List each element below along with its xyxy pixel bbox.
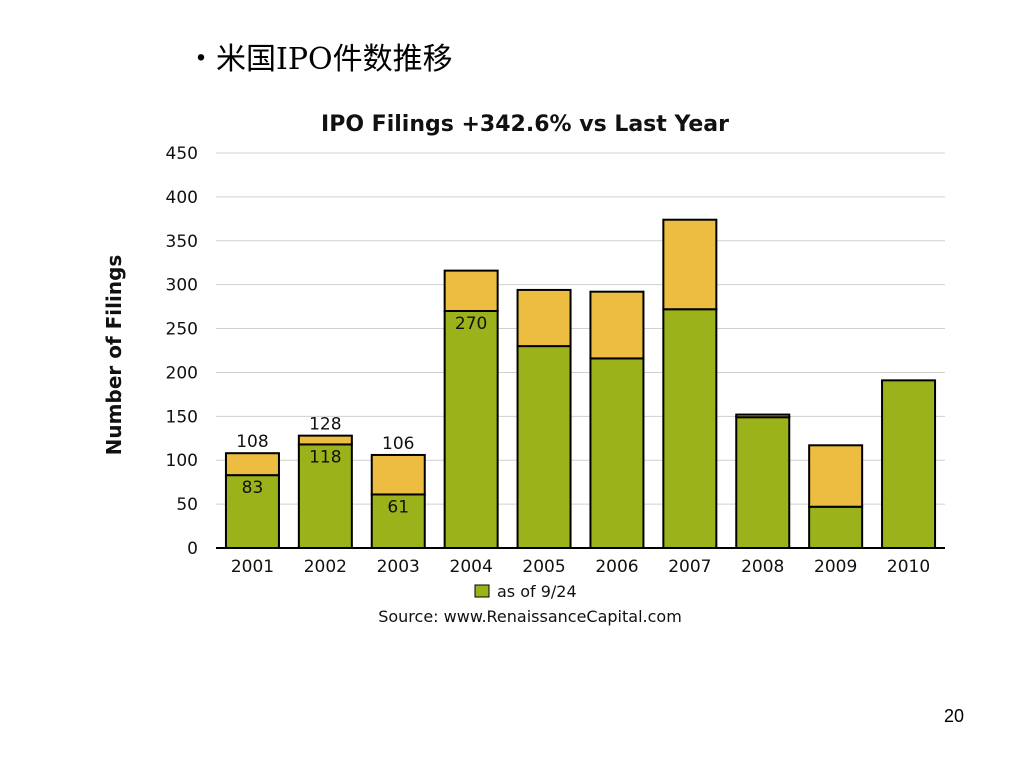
slide-heading: ・米国IPO件数推移: [186, 42, 453, 77]
y-tick-label: 400: [166, 188, 198, 208]
bar-2006-filed: [589, 357, 645, 549]
x-tick-label: 2004: [450, 557, 493, 577]
y-tick-label: 50: [176, 495, 198, 515]
bars: [224, 218, 937, 550]
source-note: Source: www.RenaissanceCapital.com: [378, 607, 682, 626]
chart-title: IPO Filings +342.6% vs Last Year: [321, 112, 729, 137]
x-tick-label: 2001: [231, 557, 274, 577]
y-tick-label: 150: [166, 407, 198, 427]
y-tick-label: 250: [166, 320, 198, 340]
legend-label: as of 9/24: [497, 582, 577, 601]
x-tick-label: 2008: [741, 557, 784, 577]
bar-2004-remainder: [443, 269, 499, 312]
x-tick-label: 2002: [304, 557, 347, 577]
y-axis-ticks: 0 50 100 150 200 250 300 350 400 450: [166, 144, 198, 559]
bar-2003-remainder: [370, 453, 426, 496]
x-tick-label: 2009: [814, 557, 857, 577]
bar-2004-filed: [443, 310, 499, 549]
y-tick-label: 450: [166, 144, 198, 164]
y-axis-label: Number of Filings: [102, 255, 126, 456]
data-label: 61: [387, 497, 409, 517]
y-tick-label: 100: [166, 451, 198, 471]
bar-2006-remainder: [589, 290, 645, 360]
bar-2002-remainder: [297, 434, 353, 446]
x-tick-label: 2007: [668, 557, 711, 577]
data-labels: 108 83 128 118 106 61 270: [236, 314, 487, 517]
bar-2005-filed: [516, 345, 572, 549]
bar-2001-remainder: [224, 452, 280, 477]
bar-2007-filed: [662, 308, 718, 549]
page-number: 20: [943, 706, 964, 726]
bar-2007-remainder: [662, 218, 718, 311]
x-tick-label: 2006: [595, 557, 638, 577]
x-tick-label: 2003: [377, 557, 420, 577]
data-label: 106: [382, 434, 414, 454]
y-tick-label: 300: [166, 276, 198, 296]
data-label: 118: [309, 447, 341, 467]
y-tick-label: 0: [187, 539, 198, 559]
data-label: 83: [242, 478, 264, 498]
x-tick-label: 2010: [887, 557, 930, 577]
bar-2010-filed: [881, 379, 937, 549]
bar-2008-remainder: [735, 413, 791, 419]
bar-2001-filed: [224, 474, 280, 549]
bar-2005-remainder: [516, 288, 572, 348]
bar-2008-filed: [735, 416, 791, 550]
data-label: 270: [455, 314, 487, 334]
bar-2009-filed: [808, 505, 864, 549]
x-axis-ticks: 2001 2002 2003 2004 2005 2006 2007 2008 2009 2010: [231, 557, 930, 577]
y-tick-label: 350: [166, 232, 198, 252]
data-label: 128: [309, 415, 341, 435]
bar-2009-remainder: [808, 444, 864, 508]
legend-swatch: [474, 584, 490, 598]
data-label: 108: [236, 432, 268, 452]
y-tick-label: 200: [166, 363, 198, 383]
x-tick-label: 2005: [522, 557, 565, 577]
